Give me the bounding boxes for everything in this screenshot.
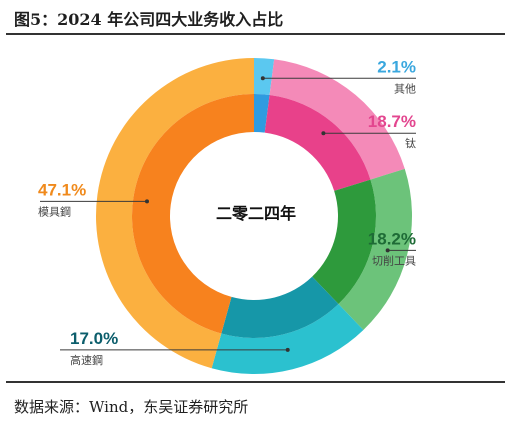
donut-inner-slice-1 (254, 94, 270, 133)
donut-inner-slice-3 (312, 179, 376, 305)
donut-outer-slice-2 (269, 59, 405, 180)
donut-inner-slice-5 (132, 94, 254, 334)
slice-labels: 2.1% 其他 18.7% 钛 18.2% 切削工具 17.0% 高速鋼 47.1% 模具鋼 (38, 57, 416, 367)
value-label-slice-2: 18.7% (368, 112, 416, 131)
donut-outer-slice-3 (338, 168, 413, 330)
leader-dot-slice-5 (144, 199, 149, 204)
category-label-slice-2: 钛 (405, 136, 416, 150)
value-label-slice-5: 47.1% (38, 180, 86, 199)
leader-dot-slice-2 (321, 131, 326, 136)
bottom-rule (6, 381, 505, 383)
value-label-slice-1: 2.1% (377, 57, 416, 76)
donut-inner-slice-2 (264, 94, 371, 191)
value-label-slice-4: 17.0% (70, 329, 118, 348)
figure-title: 图5：2024 年公司四大业务收入占比 (14, 10, 284, 29)
value-label-slice-3: 18.2% (368, 229, 416, 248)
donut-rings (95, 58, 413, 374)
category-label-slice-3: 切削工具 (372, 253, 416, 267)
donut-outer-slice-5 (95, 58, 254, 369)
category-label-slice-1: 其他 (394, 82, 416, 95)
donut-chart: 2.1% 其他 18.7% 钛 18.2% 切削工具 17.0% 高速鋼 47.1% 模具鋼 二零… (38, 57, 416, 374)
center-label: 二零二四年 (216, 204, 296, 223)
leader-dot-slice-4 (285, 347, 290, 352)
donut-outer-slice-4 (211, 304, 364, 374)
leader-dot-slice-3 (385, 248, 390, 253)
top-rule (6, 33, 505, 35)
donut-inner-slice-4 (221, 276, 339, 338)
source-note: 数据来源：Wind，东吴证券研究所 (14, 398, 249, 416)
label-leaders (40, 76, 416, 352)
category-label-slice-4: 高速鋼 (70, 353, 103, 367)
leader-dot-slice-1 (260, 76, 265, 81)
donut-outer-slice-1 (254, 58, 275, 95)
category-label-slice-5: 模具鋼 (38, 204, 71, 218)
